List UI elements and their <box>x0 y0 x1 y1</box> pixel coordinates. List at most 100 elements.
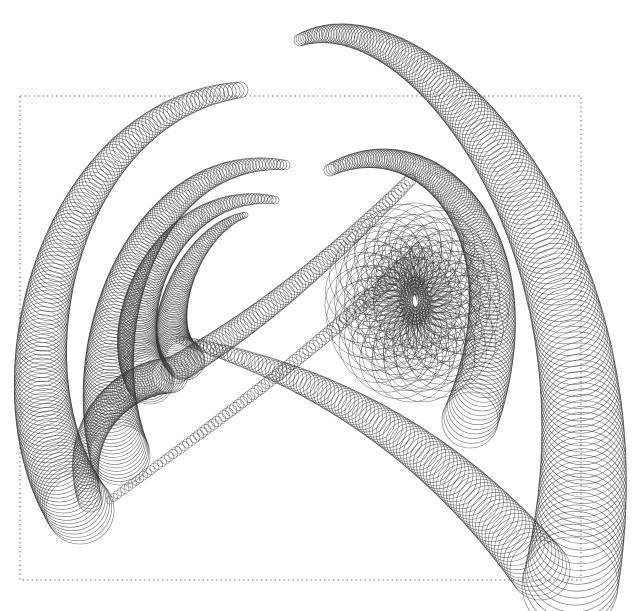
tube-circle <box>291 270 312 291</box>
tube-circle <box>189 88 211 110</box>
tube-circle <box>233 349 252 368</box>
tube-circle <box>409 438 454 483</box>
tube-circle <box>214 197 231 214</box>
tube-circle <box>156 194 185 223</box>
tube-circle <box>500 527 560 587</box>
tube-circle <box>36 239 80 283</box>
tube-circle <box>395 216 463 284</box>
tube-circle <box>403 258 442 297</box>
tube-circle <box>88 421 150 482</box>
tube-circle <box>33 246 78 291</box>
tube-circle <box>41 228 84 270</box>
tube-circle <box>399 430 443 474</box>
tube-circle <box>506 535 567 596</box>
tube-circle <box>302 342 317 357</box>
tube-circle <box>235 158 252 175</box>
tube-circle <box>97 385 130 418</box>
tube-circle <box>141 250 171 281</box>
tube-circle <box>219 161 238 180</box>
tube-circle <box>345 226 362 243</box>
tube-circle <box>377 35 410 68</box>
tube-circle <box>246 303 270 327</box>
tube-circle <box>225 404 238 417</box>
tube-circle <box>347 152 364 169</box>
tube-circle <box>449 196 486 233</box>
tube-circle <box>236 396 249 409</box>
tube-circle <box>297 265 318 286</box>
tube-circle <box>351 221 368 238</box>
tube-circle <box>131 115 159 143</box>
tube-circle <box>473 131 527 185</box>
tube-circle <box>153 459 163 470</box>
tube-circle <box>267 195 277 205</box>
tube-circle <box>203 229 218 244</box>
tube-circle <box>86 412 146 472</box>
tube-circle <box>400 176 414 190</box>
tube-circle <box>390 42 426 78</box>
tube-circle <box>258 157 272 171</box>
tube-circle <box>539 336 618 415</box>
tube-circle <box>109 132 140 163</box>
tube-circle <box>379 416 419 457</box>
tube-circle <box>193 429 204 441</box>
tube-circle <box>224 317 250 343</box>
tube-circle <box>86 401 117 432</box>
tube-circle <box>58 195 97 234</box>
tube-circle <box>465 488 519 542</box>
tube-circle <box>512 214 577 279</box>
tube-circle <box>16 314 68 365</box>
tube-circle <box>293 33 307 47</box>
tube-circle <box>229 194 243 209</box>
tube-circle <box>405 305 456 356</box>
tube-circle <box>251 354 272 376</box>
tube-circle <box>441 391 499 449</box>
tube-circle <box>334 389 368 423</box>
tube-circle <box>223 82 241 100</box>
tube-circle <box>445 383 502 439</box>
tube-circle <box>171 446 182 457</box>
tube-circle <box>112 130 142 160</box>
tube-circle <box>246 387 259 401</box>
tube-circle <box>272 158 284 171</box>
tube-circle <box>415 293 467 345</box>
tube-circle <box>475 135 530 190</box>
tube-circle <box>438 180 471 213</box>
tube-circle <box>194 237 211 255</box>
tube-circle <box>232 399 245 411</box>
tube-circle <box>26 270 73 317</box>
tube-circle <box>413 299 472 357</box>
tube-circle <box>35 243 79 287</box>
tube-circle <box>164 353 193 383</box>
tube-circle <box>107 376 141 410</box>
tube-circle <box>174 93 197 116</box>
tube-circle <box>218 321 244 347</box>
tube-circle <box>239 393 252 406</box>
tube-circle <box>384 213 453 282</box>
tube-circle <box>344 300 415 372</box>
tube-circle <box>392 310 443 360</box>
tube-circle <box>382 38 416 72</box>
tube-circle <box>416 62 458 104</box>
tube-circle <box>429 171 461 203</box>
tube-circle <box>129 362 165 398</box>
tube-circle <box>121 122 150 152</box>
tube-circle <box>299 345 313 359</box>
tube-circle <box>465 239 507 281</box>
tube-circle <box>202 85 222 106</box>
tube-circle <box>413 295 457 339</box>
tube-circle <box>342 228 360 246</box>
tube-circle <box>459 110 510 161</box>
tube-circle <box>163 98 187 122</box>
tube-circle <box>384 190 399 205</box>
tube-circle <box>364 311 429 376</box>
tube-circle <box>292 351 306 365</box>
tube-circle <box>123 352 172 401</box>
tube-circle <box>78 165 114 200</box>
tube-circle <box>498 178 559 239</box>
tube-circle <box>164 451 175 462</box>
tube-circle <box>46 216 88 258</box>
tube-circle <box>317 381 348 412</box>
tube-circle <box>373 303 423 353</box>
tube-circle <box>526 517 622 611</box>
tube-circle <box>201 167 222 188</box>
